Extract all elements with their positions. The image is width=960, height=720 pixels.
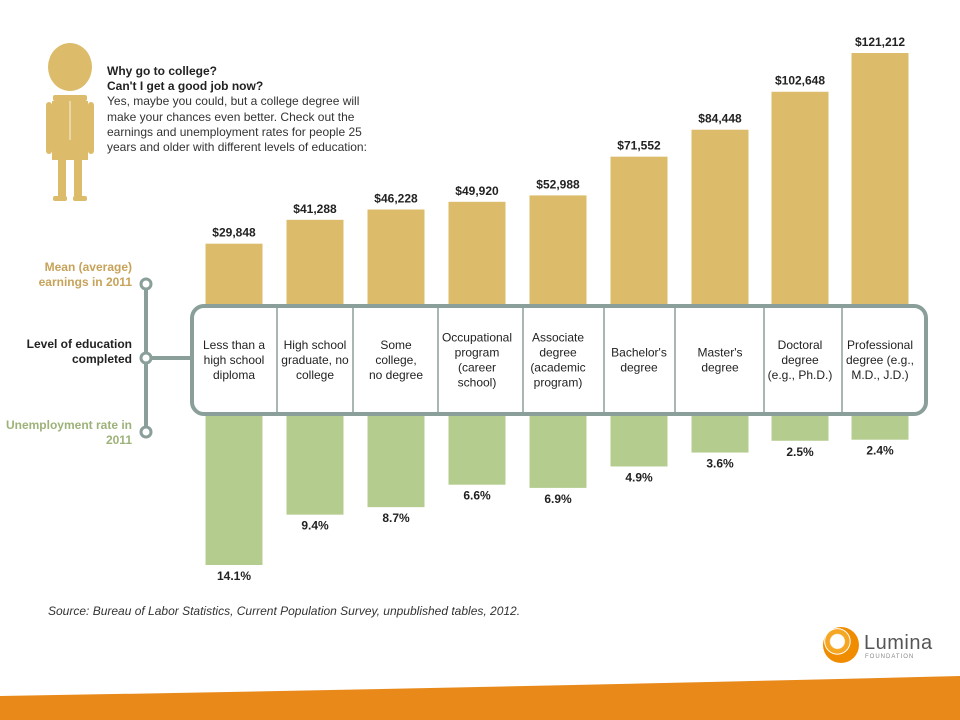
earnings-value-label: $49,920 — [455, 184, 499, 198]
category-label: Bachelor's degree — [611, 346, 667, 375]
unemployment-bar — [529, 412, 587, 488]
earnings-bar — [851, 53, 909, 308]
earnings-value-label: $121,212 — [855, 35, 905, 49]
category-dividers — [276, 308, 843, 412]
value-labels: $29,848 14.1% $41,288 9.4% $46,228 8.7% $49,92… — [212, 35, 905, 583]
earnings-value-label: $41,288 — [293, 202, 337, 216]
unemployment-value-label: 6.9% — [544, 492, 572, 506]
intro-body: Yes, maybe you could, but a college degr… — [107, 94, 367, 155]
category-label: Less than a high school diploma — [203, 338, 265, 382]
logo-subtitle: FOUNDATION — [865, 654, 915, 660]
education-level-frame — [190, 304, 928, 416]
category-label: High school graduate, no college — [281, 338, 349, 382]
category-label: Professional degree (e.g., M.D., J.D.) — [846, 338, 914, 382]
unemployment-bars — [205, 412, 909, 565]
unemployment-value-label: 3.6% — [706, 457, 734, 471]
unemployment-value-label: 8.7% — [382, 511, 410, 525]
unemployment-value-label: 6.6% — [463, 489, 491, 503]
intro-heading-1: Why go to college? — [107, 64, 217, 78]
earnings-value-label: $71,552 — [617, 139, 661, 153]
category-label: Some college, no degree — [369, 338, 423, 382]
earnings-value-label: $84,448 — [698, 112, 742, 126]
unemployment-value-label: 4.9% — [625, 470, 653, 484]
unemployment-side-label: Unemployment rate in 2011 — [5, 418, 132, 447]
unemployment-bar — [610, 412, 668, 467]
unemployment-bar — [286, 412, 344, 515]
earnings-value-label: $29,848 — [212, 226, 256, 240]
category-label: Master's degree — [698, 346, 743, 375]
earnings-value-label: $52,988 — [536, 177, 580, 191]
side-connector — [139, 277, 192, 439]
footer-band — [0, 676, 960, 720]
earnings-value-label: $46,228 — [374, 192, 418, 206]
unemployment-value-label: 14.1% — [217, 569, 251, 583]
earnings-bar — [610, 156, 668, 308]
category-label: Associate degree (academic program) — [530, 331, 585, 390]
earnings-bar — [367, 209, 425, 308]
intro-text: Why go to college? Can't I get a good jo… — [107, 64, 367, 155]
person-figure-icon — [46, 43, 94, 201]
earnings-bars — [205, 53, 909, 309]
category-label: Occupational program (career school) — [442, 331, 512, 390]
earnings-bar — [286, 219, 344, 308]
unemployment-bar — [367, 412, 425, 508]
earnings-bar — [771, 91, 829, 309]
unemployment-bar — [691, 412, 749, 453]
lumina-logo-icon: Lumina FOUNDATION — [823, 627, 943, 667]
category-labels: Less than a high school diploma High school… — [203, 331, 914, 390]
education-level-side-label: Level of education completed — [26, 337, 132, 366]
unemployment-value-label: 9.4% — [301, 519, 329, 533]
intro-heading-2: Can't I get a good job now? — [107, 79, 264, 94]
earnings-bar — [691, 129, 749, 308]
category-label: Doctoral degree (e.g., Ph.D.) — [768, 338, 833, 382]
earnings-side-label: Mean (average) earnings in 2011 — [38, 260, 132, 289]
earnings-bar — [529, 195, 587, 308]
unemployment-bar — [205, 412, 263, 565]
unemployment-value-label: 2.4% — [866, 444, 894, 458]
earnings-bar — [205, 243, 263, 308]
source-note: Source: Bureau of Labor Statistics, Curr… — [48, 604, 521, 618]
unemployment-bar — [771, 412, 829, 441]
unemployment-value-label: 2.5% — [786, 445, 814, 459]
unemployment-bar — [448, 412, 506, 485]
earnings-value-label: $102,648 — [775, 74, 825, 88]
unemployment-bar — [851, 412, 909, 440]
lumina-logo-mark — [823, 627, 859, 663]
earnings-bar — [448, 201, 506, 308]
logo-name: Lumina — [864, 632, 933, 654]
